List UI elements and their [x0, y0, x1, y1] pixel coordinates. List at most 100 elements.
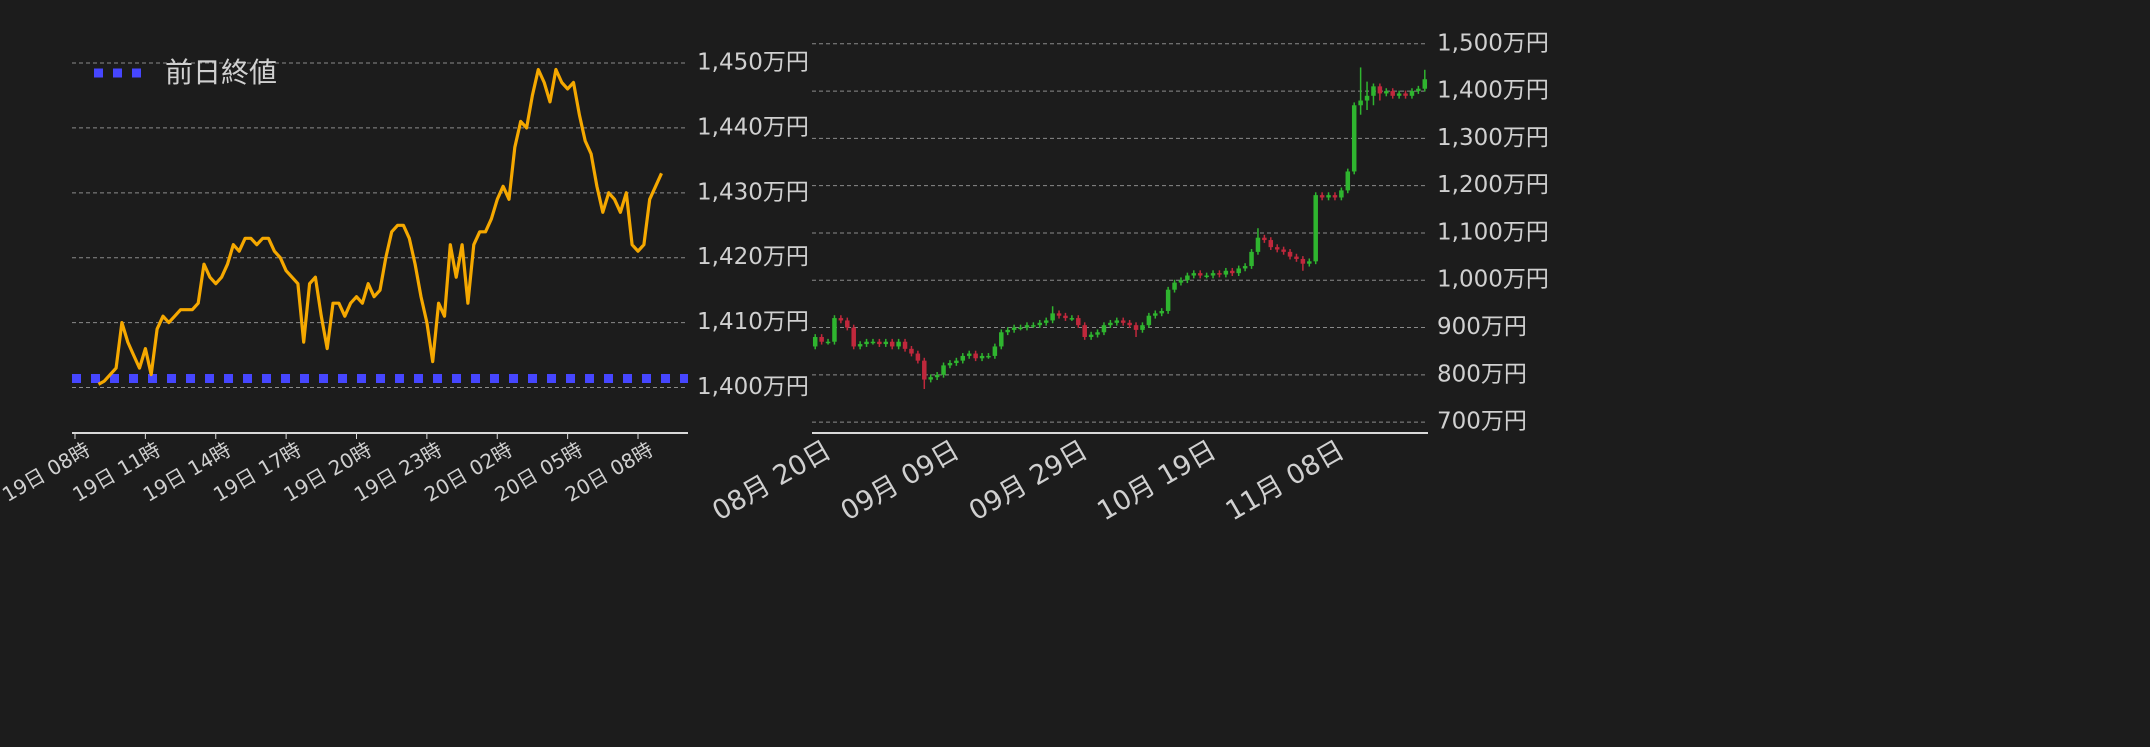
candle-body: [1018, 327, 1023, 330]
candle-body: [1005, 329, 1010, 333]
candle-body: [1268, 240, 1274, 248]
y-tick-label: 1,450万円: [697, 49, 809, 75]
candle-body: [1159, 310, 1164, 314]
candle-body: [986, 355, 991, 358]
candle-body: [934, 374, 940, 378]
y-tick-label: 1,500万円: [1437, 30, 1549, 56]
candle-body: [1011, 327, 1017, 330]
candle-body: [1191, 273, 1197, 276]
candle-body: [979, 355, 985, 359]
candle-body: [1339, 190, 1344, 198]
candle-body: [1351, 105, 1357, 172]
candle-body: [1127, 322, 1132, 326]
candle-body: [1364, 95, 1370, 101]
candle-body: [928, 377, 933, 380]
candle-body: [1371, 86, 1376, 96]
candle-body: [1114, 320, 1120, 323]
candle-body: [992, 346, 998, 356]
y-tick-label: 800万円: [1437, 361, 1527, 387]
y-tick-label: 1,430万円: [697, 179, 809, 205]
candle-body: [883, 341, 889, 345]
candle-body: [1153, 313, 1158, 316]
candle-body: [947, 363, 953, 366]
candle-body: [1230, 270, 1235, 274]
y-tick-label: 1,410万円: [697, 309, 809, 335]
candle-body: [896, 341, 901, 347]
y-tick-label: 1,000万円: [1437, 267, 1549, 293]
candle-body: [909, 348, 914, 354]
candle-body: [1409, 91, 1415, 96]
y-tick-label: 1,400万円: [697, 374, 809, 400]
candle-body: [1313, 195, 1318, 262]
y-tick-label: 1,100万円: [1437, 219, 1549, 245]
x-tick-label: 11月 08日: [1221, 435, 1350, 527]
candle-body: [1358, 100, 1363, 106]
candle-body: [1217, 273, 1222, 275]
candle-body: [870, 341, 876, 344]
candle-body: [941, 365, 946, 375]
candle-body: [1223, 270, 1229, 275]
candle-body: [1249, 251, 1254, 267]
candle-body: [851, 327, 856, 347]
candle-body: [889, 341, 895, 347]
candle-body: [1185, 275, 1190, 281]
candle-body: [1095, 332, 1100, 335]
candle-body: [922, 360, 927, 380]
candle-body: [1422, 79, 1428, 89]
x-tick-label: 10月 19日: [1092, 435, 1221, 527]
candle-body: [819, 336, 824, 342]
candle-body: [864, 341, 869, 345]
candle-body: [1050, 313, 1055, 321]
candle-body: [999, 332, 1004, 347]
candle-body: [1210, 273, 1216, 276]
y-tick-label: 900万円: [1437, 314, 1527, 340]
candle-body: [1281, 249, 1286, 252]
candle-body: [1377, 86, 1383, 94]
candle-body: [1037, 322, 1043, 326]
candle-body: [1236, 268, 1241, 274]
candle-body: [1197, 273, 1203, 276]
candle-body: [1108, 322, 1113, 326]
x-tick-label: 09月 09日: [836, 435, 965, 527]
candle-body: [1043, 320, 1049, 323]
y-tick-label: 1,400万円: [1437, 78, 1549, 104]
candle-body: [812, 336, 818, 347]
candle-body: [1140, 325, 1145, 330]
candle-body: [1294, 256, 1299, 259]
candle-body: [1345, 171, 1351, 191]
candle-body: [1204, 275, 1209, 278]
x-tick-label: 09月 29日: [964, 435, 1093, 527]
candle-body: [902, 341, 908, 349]
candle-body: [1076, 318, 1081, 326]
x-tick-label: 08月 20日: [707, 435, 836, 527]
legend-label: 前日終値: [165, 56, 277, 89]
candle-body: [1101, 325, 1107, 333]
candle-body: [838, 318, 844, 321]
candle-body: [877, 341, 882, 345]
candle-body: [1069, 318, 1075, 320]
candle-body: [1172, 282, 1177, 290]
candle-body: [1287, 251, 1293, 257]
y-tick-label: 1,300万円: [1437, 125, 1549, 151]
y-tick-label: 1,440万円: [697, 114, 809, 140]
candle-body: [1133, 325, 1139, 330]
y-tick-label: 1,420万円: [697, 244, 809, 270]
candle-body: [1262, 237, 1267, 241]
candle-body: [1031, 325, 1036, 327]
candle-body: [1307, 261, 1312, 264]
candle-body: [832, 318, 837, 342]
candle-body: [1146, 315, 1152, 326]
candle-body: [1319, 195, 1325, 198]
candle-body: [1390, 91, 1395, 96]
candle-body: [973, 353, 978, 359]
candle-body: [1082, 325, 1087, 337]
candle-body: [857, 344, 863, 347]
candle-body: [1326, 195, 1331, 198]
candle-body: [1403, 93, 1408, 96]
candle-body: [1242, 266, 1248, 269]
candle-body: [1332, 195, 1338, 198]
candle-body: [1024, 325, 1030, 328]
candle-body: [1063, 315, 1068, 319]
